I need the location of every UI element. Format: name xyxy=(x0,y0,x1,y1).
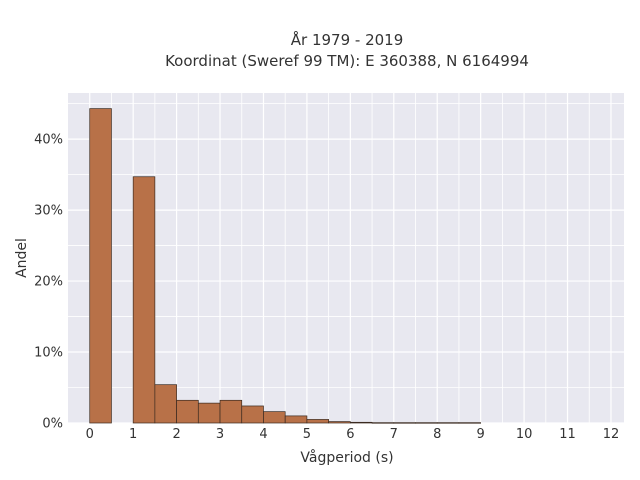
x-axis-label: Vågperiod (s) xyxy=(300,449,393,466)
y-tick-label: 20% xyxy=(34,275,63,290)
x-tick-label: 4 xyxy=(259,427,267,442)
y-axis-ticks: 0% 10% 20% 30% 40% xyxy=(34,133,63,432)
x-tick-label: 1 xyxy=(129,427,137,442)
x-tick-label: 10 xyxy=(516,427,533,442)
bar xyxy=(415,422,438,424)
y-tick-label: 30% xyxy=(34,204,63,219)
x-tick-label: 7 xyxy=(390,427,398,442)
bar xyxy=(89,108,112,424)
bar xyxy=(393,422,416,424)
x-tick-label: 11 xyxy=(559,427,576,442)
bar xyxy=(436,422,460,424)
y-tick-label: 10% xyxy=(34,346,63,361)
bar xyxy=(371,422,395,424)
x-tick-label: 12 xyxy=(603,427,620,442)
x-tick-label: 6 xyxy=(346,427,354,442)
chart-title-line-1: År 1979 - 2019 xyxy=(291,30,404,49)
bar xyxy=(241,405,264,424)
chart-title-line-2: Koordinat (Sweref 99 TM): E 360388, N 61… xyxy=(165,52,529,70)
x-tick-label: 8 xyxy=(433,427,441,442)
x-tick-label: 0 xyxy=(86,427,94,442)
grid xyxy=(68,93,624,424)
x-tick-label: 2 xyxy=(172,427,180,442)
bar xyxy=(306,419,329,424)
bar xyxy=(284,415,308,424)
y-tick-label: 0% xyxy=(42,417,63,432)
bar xyxy=(132,176,156,424)
bar xyxy=(263,411,286,424)
x-tick-label: 9 xyxy=(477,427,485,442)
bar xyxy=(197,402,221,424)
bar xyxy=(176,399,199,424)
y-tick-label: 40% xyxy=(34,133,63,148)
bars xyxy=(89,108,482,424)
y-axis-label: Andel xyxy=(14,238,30,278)
x-tick-label: 3 xyxy=(216,427,224,442)
bar xyxy=(328,421,351,424)
bar xyxy=(219,399,243,424)
plot-area xyxy=(68,93,624,423)
bar xyxy=(458,422,482,424)
x-axis-ticks: 0 1 2 3 4 5 6 7 8 9 10 11 12 xyxy=(86,427,620,442)
bar xyxy=(349,421,373,424)
x-tick-label: 5 xyxy=(303,427,311,442)
bar xyxy=(154,384,177,424)
